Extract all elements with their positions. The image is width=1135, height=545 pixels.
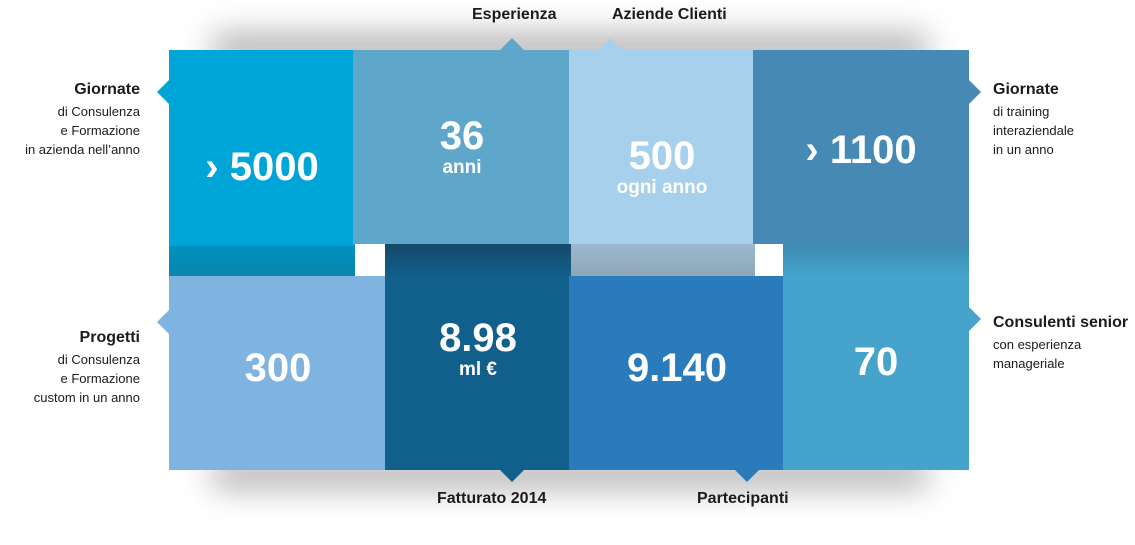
caption-line: custom in un anno (33, 390, 140, 405)
caption-line: di Consulenza (57, 104, 140, 119)
tile-value: › 1100 (805, 128, 917, 172)
tile-sub: anni (442, 157, 482, 178)
arrow-bottom-partecipanti (735, 470, 759, 482)
arrow-top-esperienza (500, 38, 524, 50)
tile-value: 9.140 (626, 346, 728, 390)
caption-giornate-training: Giornate di training interaziendale in u… (993, 80, 1133, 159)
tile-progetti: 300 (169, 276, 387, 470)
tile-fatturato: 8.98 ml € (385, 244, 571, 470)
caption-line: e Formazione (60, 123, 140, 138)
caption-line: in azienda nell’anno (25, 142, 140, 157)
arrow-right-bottom (969, 307, 981, 331)
tile-value: 500 (628, 134, 696, 178)
label-esperienza: Esperienza (472, 6, 557, 23)
tile-sub: ogni anno (616, 177, 708, 198)
caption-consulenti: Consulenti senior con esperienza manager… (993, 313, 1135, 373)
caption-line: di Consulenza (57, 352, 140, 367)
tile-aziende-clienti: 500 ogni anno (569, 50, 755, 276)
arrow-top-aziende (598, 38, 622, 50)
caption-line: in un anno (993, 142, 1054, 157)
tile-giornate-consulenza: › 5000 (169, 50, 355, 276)
arrow-bottom-fatturato (500, 470, 524, 482)
label-aziende-clienti: Aziende Clienti (612, 6, 727, 23)
caption-progetti: Progetti di Consulenza e Formazione cust… (0, 328, 140, 407)
caption-line: e Formazione (60, 371, 140, 386)
tile-giornate-training: › 1100 (753, 50, 969, 244)
label-fatturato: Fatturato 2014 (437, 490, 547, 507)
arrow-right-top (969, 80, 981, 104)
tile-value: 36 (439, 114, 485, 158)
caption-heading: Consulenti senior (993, 314, 1129, 331)
caption-giornate-consulenza: Giornate di Consulenza e Formazione in a… (0, 80, 140, 159)
tile-value: 8.98 (439, 316, 517, 360)
caption-line: manageriale (993, 356, 1065, 371)
tile-value: 300 (244, 346, 312, 390)
tile-partecipanti: 9.140 (569, 276, 785, 470)
tile-esperienza: 36 anni (353, 50, 571, 244)
caption-line: di training (993, 104, 1050, 119)
tile-consulenti: 70 (783, 244, 969, 470)
caption-heading: Progetti (79, 329, 140, 346)
caption-line: interaziendale (993, 123, 1074, 138)
caption-heading: Giornate (74, 81, 140, 98)
arrow-left-bottom (157, 310, 169, 334)
arrow-left-top (157, 80, 169, 104)
tile-value: › 5000 (205, 145, 319, 189)
tile-sub: ml € (458, 359, 498, 380)
label-partecipanti: Partecipanti (697, 490, 789, 507)
caption-heading: Giornate (993, 81, 1059, 98)
tile-value: 70 (853, 340, 899, 384)
caption-line: con esperienza (993, 337, 1082, 352)
